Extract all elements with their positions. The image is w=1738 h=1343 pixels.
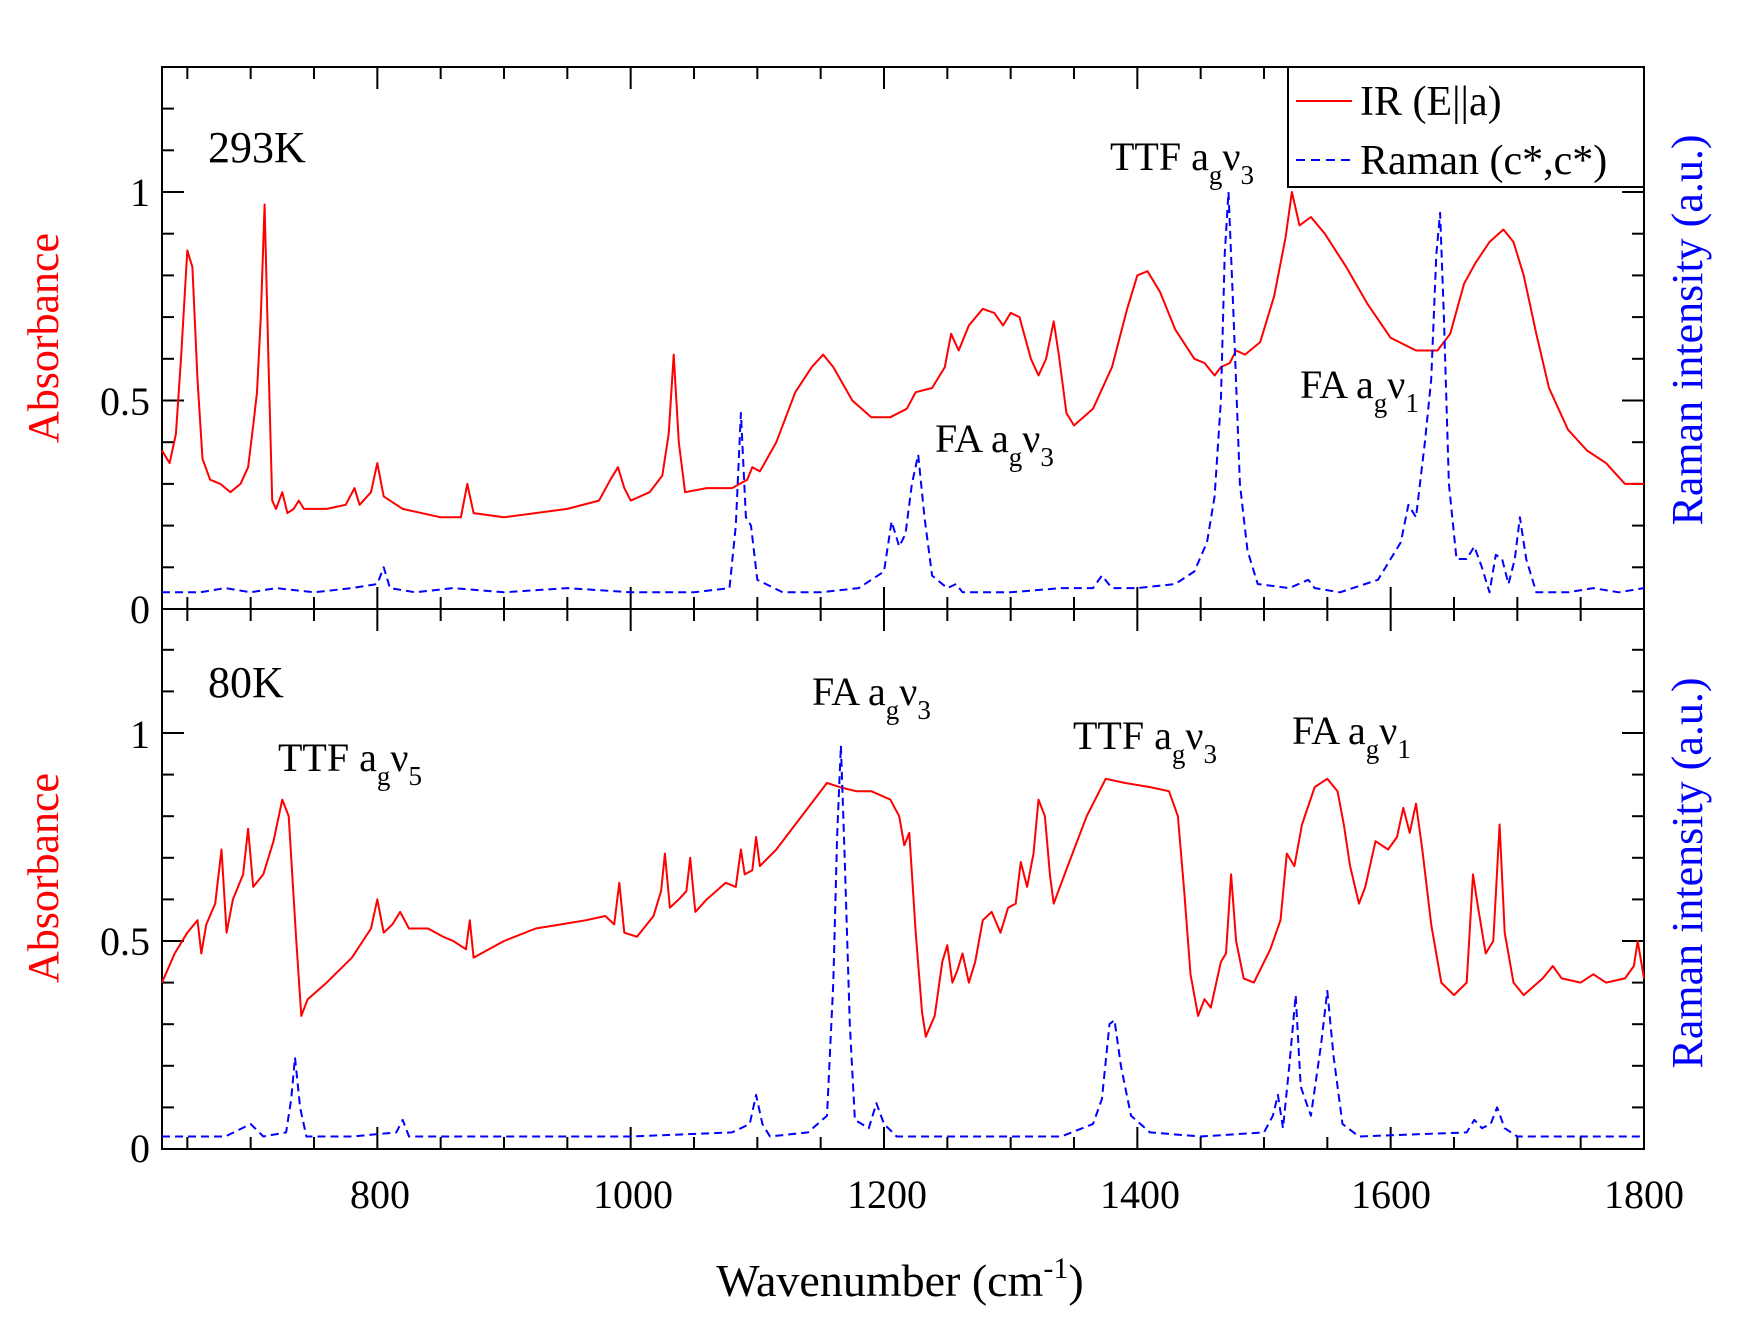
top-ytick-label-0: 0 — [130, 587, 150, 632]
x-axis-label-sup: -1 — [1043, 1252, 1068, 1285]
ann-nusub: 3 — [1203, 739, 1217, 769]
x-axis-label-suffix: ) — [1068, 1255, 1083, 1306]
legend-raman-label: Raman (c*,c*) — [1360, 138, 1607, 184]
bottom-annotation-ttf-v3: TTF agν3 — [1073, 713, 1217, 769]
top-ytick-label-0.5: 0.5 — [100, 379, 150, 424]
top-series-raman — [162, 191, 1645, 594]
top-left-axis-label: Absorbance — [19, 233, 68, 443]
ann-sub: g — [886, 695, 900, 725]
xtick-label-1200: 1200 — [847, 1172, 927, 1217]
ann-sub: g — [1209, 160, 1223, 190]
bottom-panel-frame — [161, 608, 1645, 1150]
bottom-annotation-fa-v3: FA agν3 — [812, 669, 931, 725]
ann-nu: ν — [1379, 708, 1397, 753]
top-right-axis-label: Raman intensity (a.u.) — [1663, 134, 1712, 525]
xtick-label-1800: 1800 — [1604, 1172, 1684, 1217]
top-annotation-fa-v3: FA agν3 — [935, 416, 1054, 472]
top-annotation-ttf-v3: TTF agν3 — [1110, 134, 1254, 190]
series-layer — [161, 191, 1645, 1138]
xtick-label-1000: 1000 — [593, 1172, 673, 1217]
bottom-ytick-label-1: 1 — [130, 712, 150, 757]
xtick-label-1400: 1400 — [1100, 1172, 1180, 1217]
top-annotation-fa-v1: FA agν1 — [1300, 362, 1419, 418]
ann-text: FA a — [812, 669, 886, 714]
top-ytick-label-1: 1 — [130, 170, 150, 215]
ann-nu: ν — [1222, 134, 1240, 179]
bottom-ytick-label-0: 0 — [130, 1126, 150, 1171]
legend: IR (E||a) Raman (c*,c*) — [1287, 66, 1645, 188]
ann-nusub: 3 — [917, 695, 931, 725]
ann-text: TTF a — [1073, 713, 1172, 758]
ann-sub: g — [1009, 442, 1023, 472]
ann-nusub: 1 — [1405, 388, 1419, 418]
ann-nu: ν — [1185, 713, 1203, 758]
top-series-ir — [161, 191, 1644, 519]
bottom-ytick-label-0.5: 0.5 — [100, 919, 150, 964]
ann-nusub: 5 — [408, 761, 422, 791]
ann-nu: ν — [390, 735, 408, 780]
ann-sub: g — [377, 761, 391, 791]
bottom-left-axis-label: Absorbance — [19, 773, 68, 983]
ann-sub: g — [1374, 388, 1388, 418]
ann-text: FA a — [935, 416, 1009, 461]
legend-box — [1287, 66, 1645, 188]
bottom-annotation-fa-v1: FA agν1 — [1292, 708, 1411, 764]
x-axis-label: Wavenumber (cm-1) — [716, 1252, 1083, 1306]
ann-text: TTF a — [1110, 134, 1209, 179]
legend-ir-label: IR (E||a) — [1360, 79, 1502, 125]
bottom-panel-temperature: 80K — [208, 658, 284, 707]
bottom-series-ir — [161, 777, 1645, 1038]
ann-nusub: 3 — [1240, 160, 1254, 190]
ann-nusub: 3 — [1040, 442, 1054, 472]
bottom-series-raman — [162, 744, 1644, 1138]
ann-nusub: 1 — [1397, 734, 1411, 764]
x-axis-label-main: Wavenumber (cm — [716, 1255, 1043, 1306]
bottom-annotation-ttf-v5: TTF agν5 — [278, 735, 422, 791]
xtick-label-1600: 1600 — [1351, 1172, 1431, 1217]
xtick-label-800: 800 — [350, 1172, 410, 1217]
ann-nu: ν — [1022, 416, 1040, 461]
ann-text: FA a — [1300, 362, 1374, 407]
top-panel-temperature: 293K — [208, 123, 306, 172]
ann-nu: ν — [899, 669, 917, 714]
ann-text: TTF a — [278, 735, 377, 780]
bottom-right-axis-label: Raman intensity (a.u.) — [1663, 677, 1712, 1068]
ann-sub: g — [1366, 734, 1380, 764]
ann-nu: ν — [1387, 362, 1405, 407]
ann-text: FA a — [1292, 708, 1366, 753]
ann-sub: g — [1172, 739, 1186, 769]
